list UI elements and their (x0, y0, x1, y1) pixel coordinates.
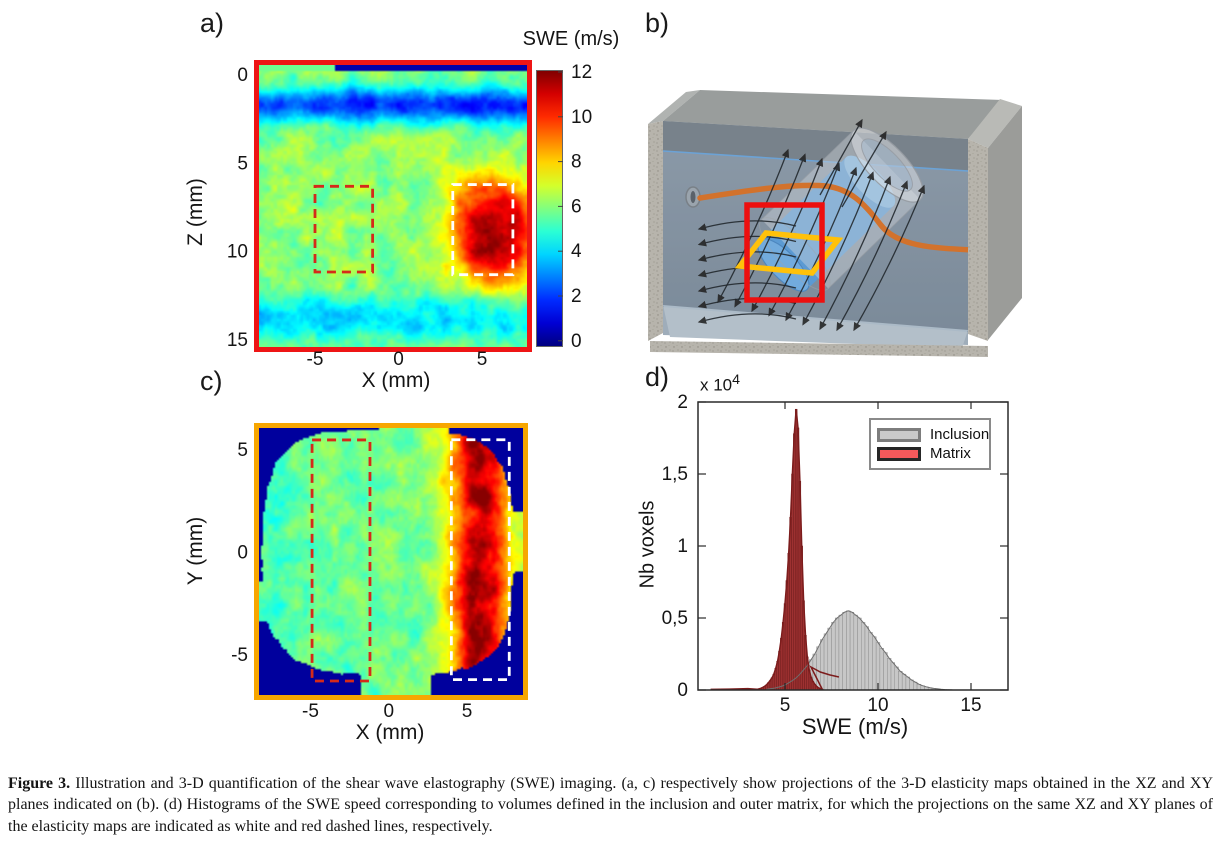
panel-d-label: d) (645, 362, 670, 392)
xy-plane-outline (734, 230, 844, 276)
svg-text:2: 2 (677, 392, 688, 413)
svg-text:15: 15 (227, 330, 248, 351)
tank-right-rim (968, 99, 1022, 148)
svg-text:15: 15 (960, 695, 981, 716)
legend-item-matrix: Matrix (877, 445, 983, 462)
tank-left-wall (648, 121, 663, 341)
colorbar-title: SWE (m/s) (522, 28, 620, 50)
svg-text:12: 12 (571, 62, 592, 83)
panel-c-label: c) (200, 366, 223, 396)
svg-text:8: 8 (571, 152, 582, 173)
svg-text:5: 5 (237, 440, 248, 461)
tank-left-rim (648, 90, 700, 124)
panel-a-label: a) (200, 8, 225, 38)
tank-bottom-wall (650, 341, 988, 357)
svg-text:0: 0 (677, 680, 688, 701)
panel-b-label: b) (645, 8, 670, 38)
a-x-axis-title: X (mm) (361, 369, 431, 392)
c-x-axis-title: X (mm) (355, 721, 425, 744)
svg-text:0: 0 (393, 349, 404, 370)
svg-text:0: 0 (383, 701, 394, 722)
svg-text:4: 4 (571, 241, 582, 262)
svg-text:0: 0 (571, 331, 582, 352)
legend-label: Inclusion (930, 426, 990, 443)
xy-map-frame (254, 423, 528, 700)
xz-map-frame (254, 60, 532, 352)
svg-text:10: 10 (867, 695, 888, 716)
svg-text:5: 5 (462, 701, 473, 722)
tank-illustration (648, 90, 1022, 357)
svg-text:0,5: 0,5 (662, 608, 688, 629)
svg-text:1,5: 1,5 (662, 464, 688, 485)
svg-text:1: 1 (677, 536, 688, 557)
svg-text:-5: -5 (302, 701, 319, 722)
svg-text:0: 0 (237, 543, 248, 564)
legend-item-inclusion: Inclusion (877, 426, 989, 443)
svg-text:6: 6 (571, 196, 582, 217)
c-y-axis-title: Y (mm) (184, 516, 207, 586)
histogram-legend: Inclusion Matrix (869, 418, 991, 470)
svg-text:10: 10 (571, 107, 592, 128)
caption-figure-number: Figure 3. (8, 775, 71, 792)
y-axis-exponent: x 104 (700, 372, 741, 395)
figure-caption: Figure 3. Illustration and 3-D quantific… (8, 775, 1213, 835)
svg-text:-5: -5 (307, 349, 324, 370)
svg-text:5: 5 (477, 349, 488, 370)
tank-right-wall-cut (968, 139, 988, 341)
tank-right-wall (988, 106, 1022, 340)
tank-back-rim (663, 90, 1003, 139)
svg-text:5: 5 (780, 695, 791, 716)
d-x-axis-title: SWE (m/s) (801, 714, 909, 739)
svg-text:0: 0 (237, 65, 248, 86)
tank-floor (663, 305, 968, 348)
matrix-swatch (877, 446, 921, 461)
d-y-axis-title: Nb voxels (636, 500, 659, 589)
xz-plane-outline (744, 202, 825, 303)
svg-text:2: 2 (571, 286, 582, 307)
svg-text:5: 5 (237, 153, 248, 174)
svg-text:-5: -5 (231, 645, 248, 666)
a-y-axis-title: Z (mm) (184, 178, 207, 246)
inclusion-swatch (877, 427, 921, 442)
legend-label: Matrix (930, 445, 971, 462)
svg-text:10: 10 (227, 242, 248, 263)
swe-colorbar (536, 70, 563, 347)
